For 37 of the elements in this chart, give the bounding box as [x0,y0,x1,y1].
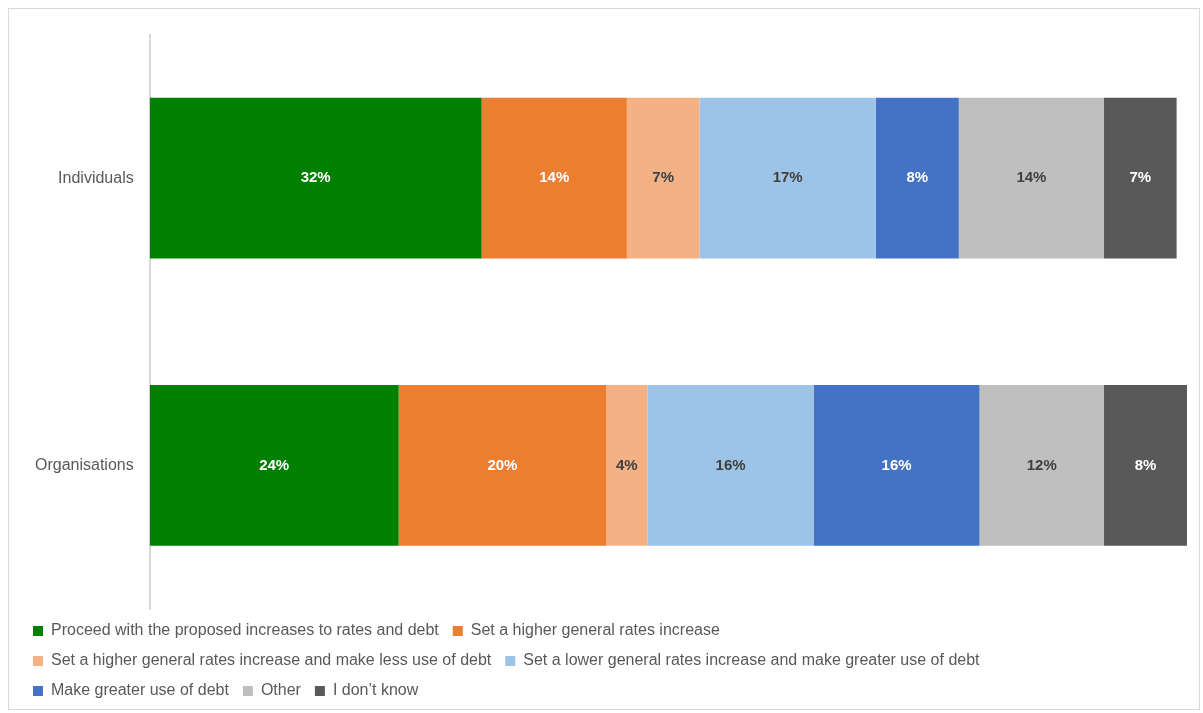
bar [979,384,1105,546]
data-label: 8% [1134,455,1157,473]
data-label: 17% [772,168,803,186]
data-label: 12% [1026,455,1057,473]
bar [398,384,607,546]
data-label: 24% [259,455,290,473]
bar [606,384,648,546]
legend-label: Set a higher general rates increase [470,621,720,639]
data-label: 7% [1129,168,1152,186]
bar [626,97,700,259]
data-label: 8% [906,168,929,186]
bar [647,384,814,546]
data-label: 14% [539,168,570,186]
data-label: 7% [652,168,675,186]
data-label: 14% [1016,168,1047,186]
bar [1104,97,1177,259]
legend-label: Other [260,681,302,699]
legend-label: I don’t know [332,681,419,699]
bar [149,384,399,546]
legend-label: Make greater use of debt [51,681,230,699]
y-tick-label: Organisations [35,455,134,473]
data-label: 20% [487,455,518,473]
bar [149,97,482,259]
bar [481,97,627,259]
data-label: 4% [616,455,638,473]
data-label: 32% [300,168,331,186]
data-label: 16% [881,455,912,473]
bar [875,97,959,259]
bar [813,384,980,546]
y-tick-label: Individuals [58,168,134,186]
bar [1104,384,1187,546]
bar [958,97,1105,259]
data-label: 16% [715,455,746,473]
legend-label: Proceed with the proposed increases to rates and debt [51,621,440,639]
legend-label: Set a higher general rates increase and make less use of debt [51,651,492,669]
bar [699,97,876,259]
legend-label: Set a lower general rates increase and make greater use of debt [523,651,981,669]
